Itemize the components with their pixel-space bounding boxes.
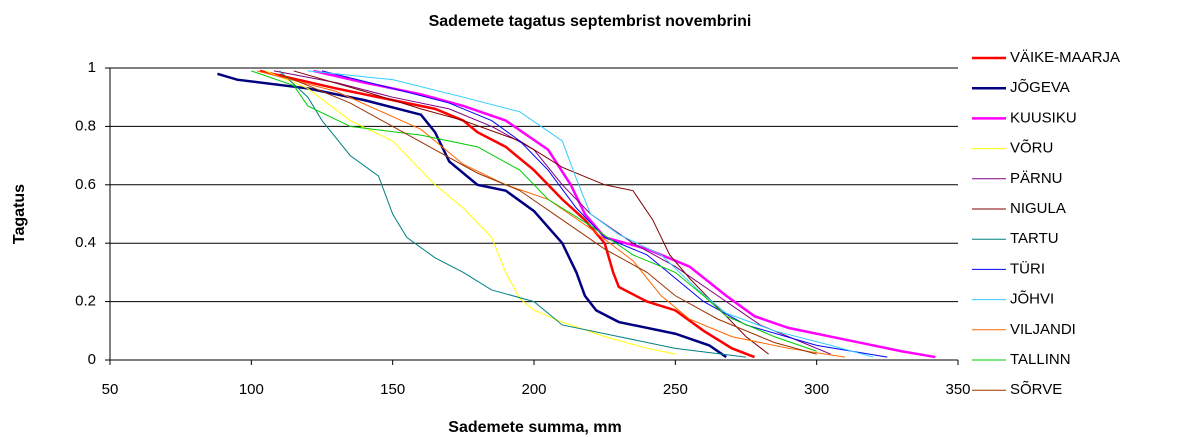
- x-tick-label: 100: [239, 381, 264, 398]
- series-line: [293, 70, 769, 355]
- legend-label: JÕHVI: [1010, 291, 1054, 308]
- series-line: [259, 69, 755, 359]
- legend-label: KUUSIKU: [1010, 109, 1077, 126]
- x-axis-label: Sademete summa, mm: [448, 419, 621, 436]
- legend-label: VÕRU: [1010, 140, 1053, 157]
- x-tick-label: 150: [380, 381, 405, 398]
- legend-label: VÄIKE-MAARJA: [1010, 49, 1120, 66]
- legend-label: TALLINN: [1010, 351, 1071, 368]
- series-line: [313, 69, 936, 359]
- legend-label: NIGULA: [1010, 200, 1066, 217]
- x-tick-label: 50: [102, 381, 119, 398]
- x-tick-label: 200: [521, 381, 546, 398]
- legend-label: PÄRNU: [1010, 170, 1063, 187]
- legend-label: VILJANDI: [1010, 321, 1076, 338]
- series-line: [279, 70, 747, 358]
- x-tick-label: 300: [804, 381, 829, 398]
- y-tick-label: 0.6: [75, 176, 96, 193]
- y-tick-label: 1: [88, 59, 96, 76]
- legend-label: SÕRVE: [1010, 381, 1062, 398]
- series-line: [217, 72, 727, 359]
- chart-title: Sademete tagatus septembrist novembrini: [429, 13, 752, 30]
- series-line: [251, 70, 817, 352]
- series-line: [279, 73, 817, 355]
- legend-label: TÜRI: [1010, 259, 1045, 277]
- series-line: [321, 70, 888, 358]
- series-line: [256, 70, 846, 358]
- x-tick-label: 350: [945, 381, 970, 398]
- series-line: [265, 70, 676, 355]
- legend-label: JÕGEVA: [1010, 79, 1070, 96]
- y-tick-label: 0.8: [75, 117, 96, 134]
- series-line: [307, 70, 874, 358]
- y-tick-label: 0.2: [75, 293, 96, 310]
- y-axis-label: Tagatus: [11, 184, 28, 244]
- series-line: [273, 70, 831, 355]
- x-tick-label: 250: [663, 381, 688, 398]
- y-tick-label: 0: [88, 351, 96, 368]
- legend-label: TARTU: [1010, 230, 1059, 247]
- y-tick-label: 0.4: [75, 234, 96, 251]
